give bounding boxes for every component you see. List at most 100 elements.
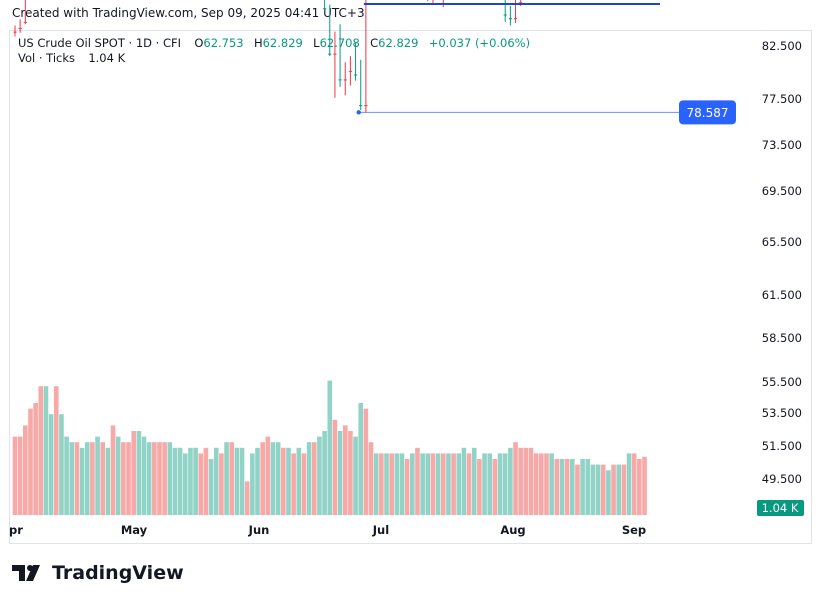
volume-bar	[255, 447, 260, 515]
volume-bar	[348, 431, 353, 515]
candle	[508, 5, 512, 26]
volume-bar	[456, 453, 462, 515]
volume-bar	[446, 453, 451, 515]
volume-bar	[482, 453, 487, 515]
volume-bar	[508, 447, 513, 515]
volume-value: 1.04 K	[88, 51, 126, 65]
volume-bar	[281, 447, 286, 515]
volume-bar	[239, 447, 245, 515]
volume-bar	[410, 453, 415, 515]
candle-body	[364, 105, 368, 107]
volume-bar	[152, 442, 157, 515]
volume-bar	[213, 447, 219, 515]
candle	[442, 0, 444, 8]
volume-bar	[33, 403, 38, 515]
volume-bar	[100, 442, 106, 515]
y-tick-label: 51.500	[762, 439, 802, 453]
volume-label[interactable]: Vol · Ticks	[18, 51, 76, 65]
candle	[343, 62, 347, 96]
volume-bar	[497, 453, 503, 515]
volume-bar	[595, 464, 601, 515]
close-value: 62.829	[378, 36, 419, 50]
volume-bar	[110, 425, 116, 515]
candle-body	[18, 27, 22, 29]
candle	[359, 59, 363, 111]
volume-bar	[569, 459, 575, 515]
volume-bar	[585, 459, 591, 515]
volume-bar	[48, 414, 54, 515]
tradingview-logo[interactable]: TradingView	[12, 562, 184, 584]
open-label: O	[194, 36, 204, 50]
candle	[427, 0, 429, 1]
volume-bar	[38, 386, 44, 515]
volume-bar	[559, 459, 565, 515]
candlesticks	[13, 0, 523, 113]
volume-bar	[425, 453, 431, 515]
volume-bar	[105, 447, 111, 515]
volume-bar	[306, 442, 312, 515]
volume-bar	[224, 442, 229, 515]
volume-bar	[275, 442, 281, 515]
volume-bar	[244, 481, 250, 515]
volume-bar	[389, 453, 394, 515]
candle	[18, 19, 22, 33]
volume-bar	[90, 442, 95, 515]
marker-anchor-point	[356, 110, 361, 115]
volume-bar	[322, 431, 327, 515]
volume-badge	[757, 500, 804, 516]
volume-bar	[600, 464, 606, 515]
candle	[13, 25, 17, 37]
volume-bar	[642, 456, 647, 515]
volume-bar	[631, 453, 637, 515]
volume-bar	[353, 436, 358, 515]
symbol-title[interactable]: US Crude Oil SPOT · 1D · CFI	[18, 36, 181, 50]
volume-bar	[337, 431, 343, 515]
volume-bar	[59, 414, 64, 515]
candle-body	[328, 53, 332, 55]
volume-bar	[379, 453, 384, 515]
x-tick-label: Sep	[622, 523, 646, 537]
volume-bar	[404, 459, 410, 515]
volume-bar	[182, 453, 188, 515]
volume-bars	[12, 380, 647, 515]
volume-bar	[301, 453, 307, 515]
volume-bar	[79, 447, 85, 515]
volume-bar	[415, 447, 420, 515]
tradingview-logo-icon	[12, 565, 40, 581]
volume-bar	[621, 464, 627, 515]
volume-bar	[487, 453, 493, 515]
volume-badge-label: 1.04 K	[762, 501, 799, 515]
volume-bar	[74, 442, 80, 515]
volume-bar	[332, 419, 338, 515]
volume-bar	[260, 442, 265, 515]
x-tick-label: Jun	[248, 523, 270, 537]
volume-bar	[637, 459, 642, 515]
volume-bar	[451, 453, 456, 515]
volume-bar	[115, 436, 121, 515]
y-tick-label: 77.500	[762, 92, 802, 106]
candle	[353, 42, 358, 81]
volume-bar	[528, 447, 534, 515]
low-value: 62.708	[319, 36, 360, 50]
marker-price-badge-label: 78.587	[687, 106, 729, 120]
volume-bar	[296, 447, 302, 515]
low-label: L	[313, 36, 320, 50]
tradingview-logo-text: TradingView	[52, 562, 184, 584]
volume-bar	[373, 453, 379, 515]
x-tick-label: May	[121, 523, 148, 537]
volume-bar	[626, 453, 632, 515]
volume-bar	[17, 436, 23, 515]
volume-bar	[167, 442, 173, 515]
volume-bar	[394, 453, 400, 515]
volume-bar	[270, 442, 276, 515]
volume-bar	[358, 403, 364, 515]
candle	[348, 56, 352, 86]
volume-bar	[53, 386, 59, 515]
candle-body	[353, 74, 358, 76]
change-value: +0.037 (+0.06%)	[428, 36, 531, 50]
volume-bar	[198, 453, 204, 515]
volume-bar	[146, 442, 152, 515]
volume-legend: Vol · Ticks 1.04 K	[18, 51, 125, 65]
chart-caption: Created with TradingView.com, Sep 09, 20…	[12, 6, 365, 20]
